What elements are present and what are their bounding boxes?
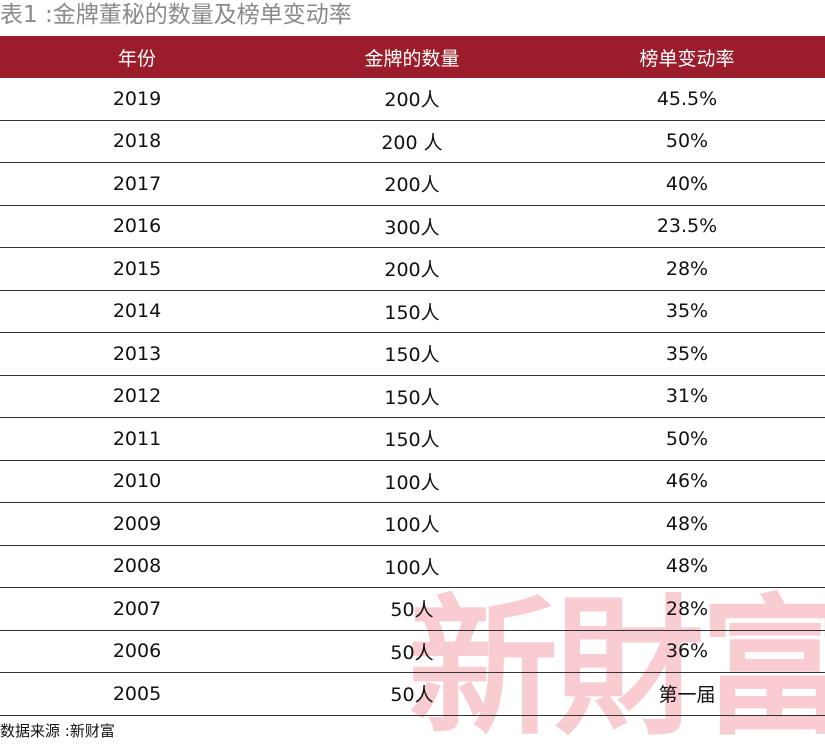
header-row: 年份 金牌的数量 榜单变动率 [0,36,825,78]
table-cell: 2006 [112,640,162,663]
table-row: 2016 300人 23.5% [0,206,825,248]
column-header: 榜单变动率 [639,47,735,70]
table-cell: 第一届 [658,684,716,707]
table-cell: 2014 [112,300,162,323]
table-row: 2017 200人 40% [0,163,825,206]
table-row: 2019 200人 45.5% [0,78,825,121]
source-note: 数据来源 :新财富 [0,722,115,740]
table-cell: 35% [665,300,709,323]
table-title: 表1 :金牌董秘的数量及榜单变动率 [0,2,352,28]
table-cell: 28% [665,257,709,280]
table-cell: 50人 [390,599,434,622]
table-row: 2010 100人 46% [0,461,825,503]
table-cell: 200人 [384,174,440,197]
table-cell: 40% [665,172,709,195]
watermark: 新財富 [408,580,825,756]
table-row: 2008 100人 48% [0,546,825,588]
table-row: 2015 200人 28% [0,248,825,291]
table-cell: 2018 [112,130,162,153]
table-cell: 23.5% [656,215,718,238]
table-cell: 300人 [384,216,440,239]
table-cell: 2013 [112,342,162,365]
table-cell: 2019 [112,87,162,110]
table-cell: 2017 [112,172,162,195]
table-cell: 48% [665,555,709,578]
table-cell: 48% [665,512,709,535]
table-cell: 2007 [112,597,162,620]
table-cell: 150人 [384,386,440,409]
table-row: 2005 50人 第一届 [0,673,825,716]
table-cell: 2012 [112,385,162,408]
table-cell: 36% [665,640,709,663]
table-cell: 50% [665,130,709,153]
column-header: 年份 [117,47,156,70]
table-cell: 100人 [384,471,440,494]
table-cell: 35% [665,342,709,365]
table-cell: 200人 [384,89,440,112]
table-row: 2009 100人 48% [0,503,825,546]
table-cell: 150人 [384,301,440,324]
table-cell: 50% [665,427,709,450]
table-cell: 45.5% [656,87,718,110]
table-cell: 100人 [384,514,440,537]
table-cell: 150人 [384,429,440,452]
table-row: 2011 150人 50% [0,418,825,461]
table-cell: 2016 [112,215,162,238]
table-cell: 28% [665,597,709,620]
table-cell: 2011 [112,427,162,450]
table-cell: 150人 [384,344,440,367]
table-cell: 31% [665,385,709,408]
table-cell: 50人 [390,684,434,707]
table-row: 2018 200 人 50% [0,121,825,163]
table-cell: 200人 [384,259,440,282]
table-row: 2006 50人 36% [0,631,825,673]
table-cell: 2005 [112,682,162,705]
table-cell: 100人 [384,556,440,579]
table-cell: 46% [665,470,709,493]
table-row: 2014 150人 35% [0,291,825,333]
table-cell: 200 人 [381,131,443,154]
table-cell: 50人 [390,641,434,664]
column-header: 金牌的数量 [364,47,460,70]
table-row: 2013 150人 35% [0,333,825,376]
table: 年份 金牌的数量 榜单变动率 2019 200人 45.5% 2018 200 人 50% 201… [0,36,825,716]
table-cell: 2015 [112,257,162,280]
table-row: 2007 50人 28% [0,588,825,631]
table-cell: 2008 [112,555,162,578]
table-cell: 2009 [112,512,162,535]
table-cell: 2010 [112,470,162,493]
table-row: 2012 150人 31% [0,376,825,418]
